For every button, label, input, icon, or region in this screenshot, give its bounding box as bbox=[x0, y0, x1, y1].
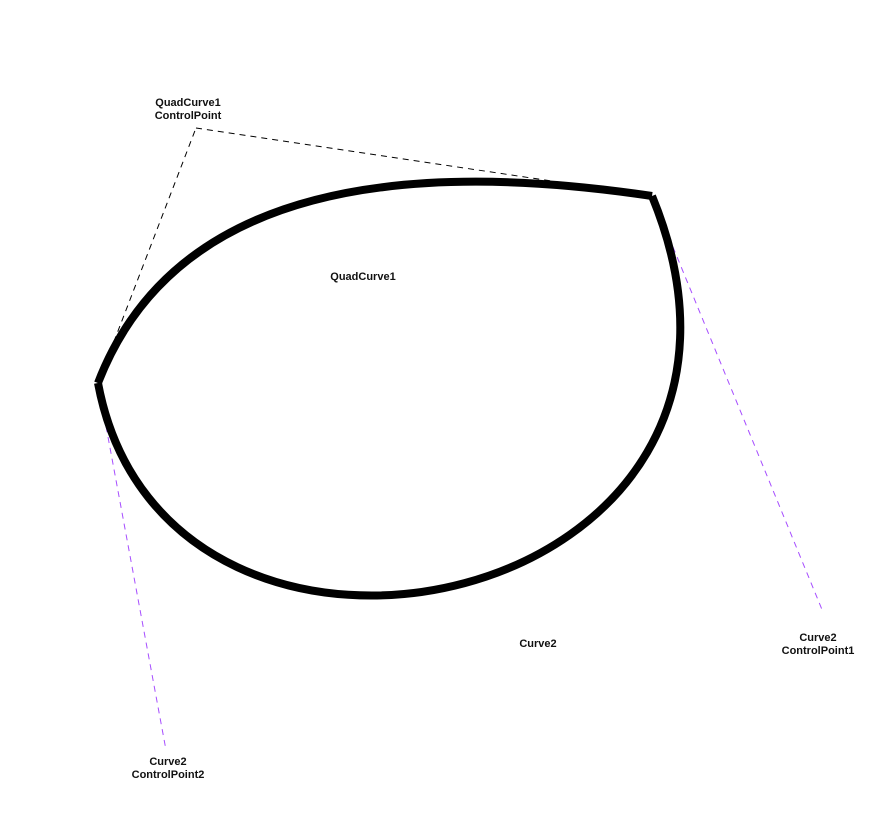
cubic-control-point2-label: Curve2 ControlPoint2 bbox=[118, 756, 218, 782]
quad-control-point-label: QuadCurve1 ControlPoint bbox=[138, 97, 238, 123]
cubic-control-point1-label: Curve2 ControlPoint1 bbox=[768, 632, 868, 658]
quad-curve-label: QuadCurve1 bbox=[313, 271, 413, 284]
quad-control-point-label-line2: ControlPoint bbox=[154, 110, 222, 122]
cubic-control-point2-label-line1: Curve2 bbox=[149, 756, 187, 768]
cubic-control-point2-label-line2: ControlPoint2 bbox=[131, 769, 205, 781]
cubic-guide-line-cp2 bbox=[97, 382, 167, 751]
cubic-curve-label: Curve2 bbox=[488, 638, 588, 651]
quad-curve-path bbox=[94, 177, 653, 385]
quad-control-point-label-line1: QuadCurve1 bbox=[155, 97, 221, 109]
cubic-control-point1-label-line1: Curve2 bbox=[799, 632, 837, 644]
cubic-curve-label-text: Curve2 bbox=[519, 638, 557, 650]
cubic-curve-path bbox=[94, 194, 685, 600]
cubic-guide-line-cp1 bbox=[651, 195, 824, 613]
cubic-control-point1-label-line2: ControlPoint1 bbox=[781, 645, 855, 657]
quad-curve-label-text: QuadCurve1 bbox=[330, 271, 396, 283]
